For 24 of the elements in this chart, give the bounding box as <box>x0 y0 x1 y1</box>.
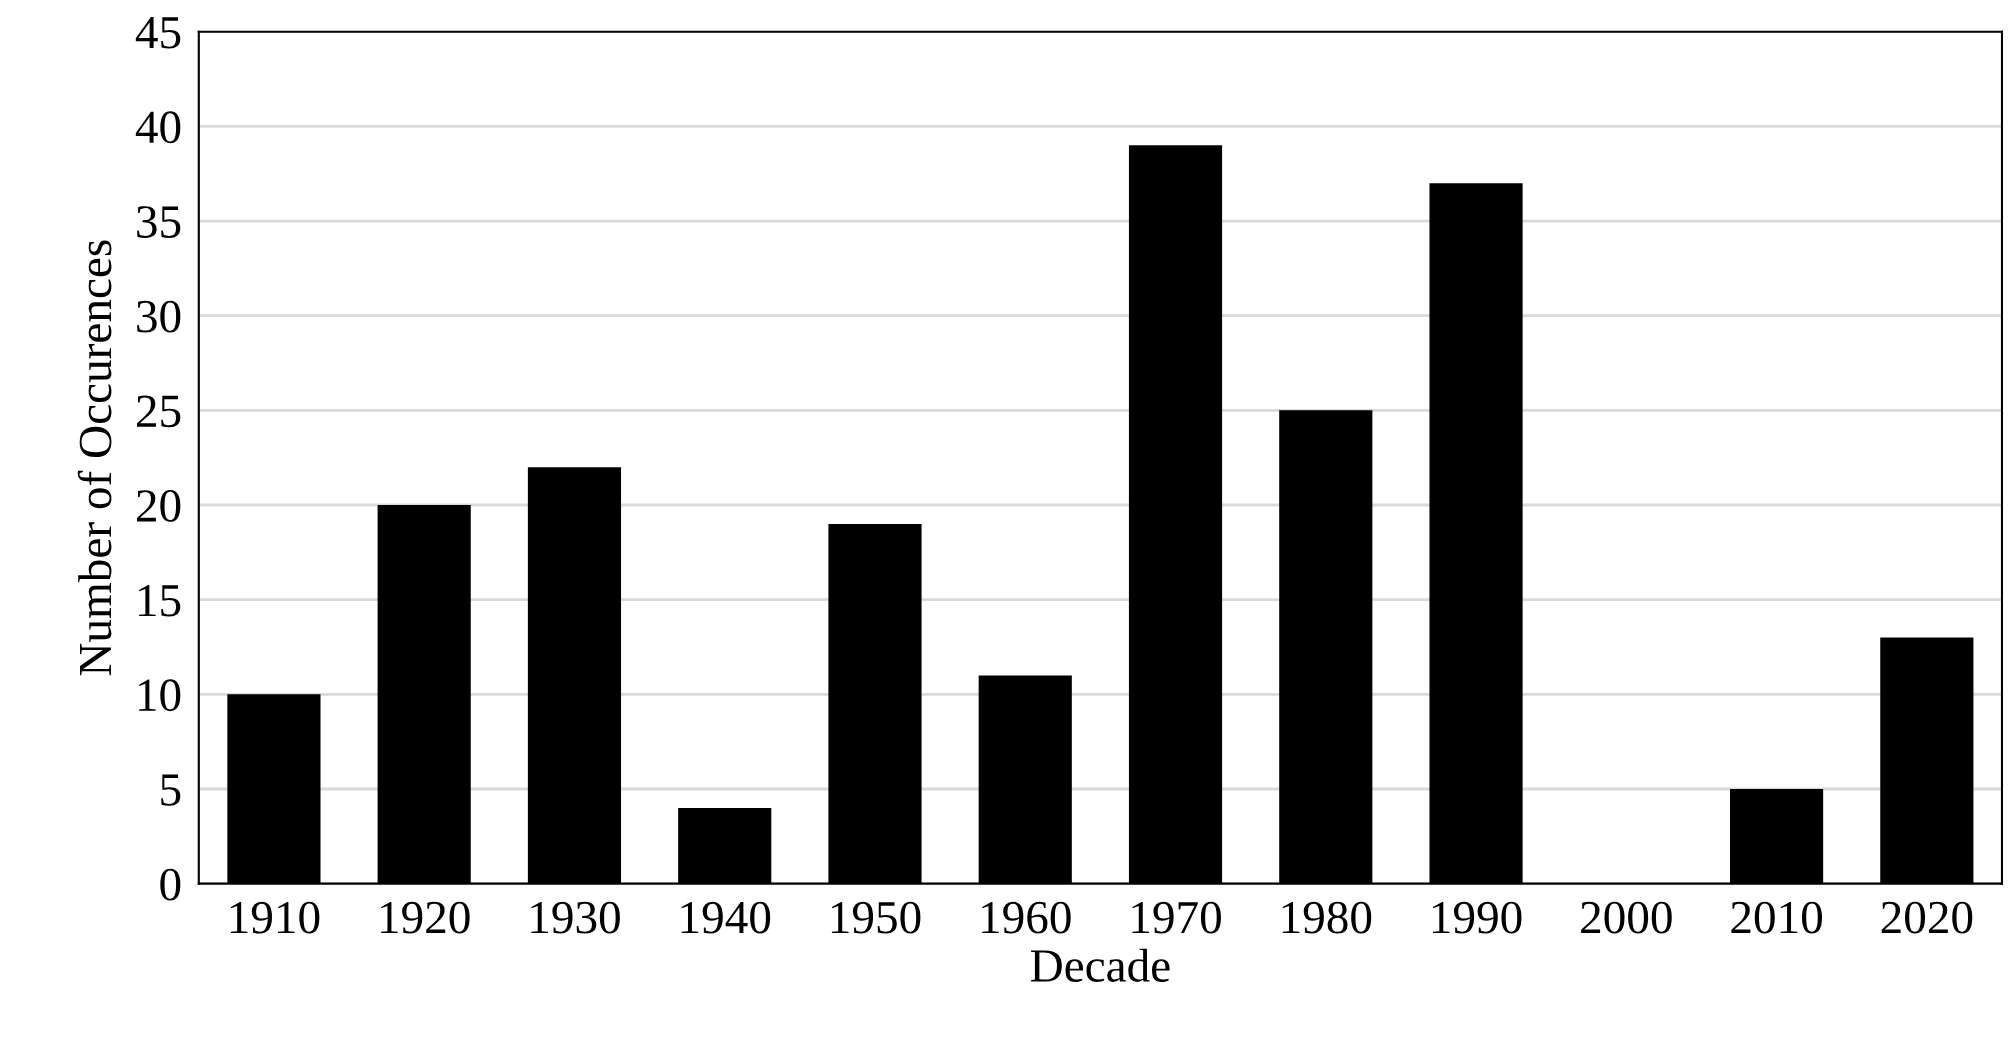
y-tick-label: 15 <box>139 584 181 617</box>
x-tick-label: 1950 <box>831 901 921 934</box>
y-tick-label: 45 <box>135 17 181 49</box>
y-axis-title: Number of Occurences <box>77 240 112 676</box>
x-tick-label: 2010 <box>1731 901 1822 934</box>
x-axis-title: Decade <box>1030 948 1170 982</box>
x-tick-label: 1990 <box>1432 901 1522 934</box>
y-tick-label: 35 <box>137 206 181 238</box>
x-tick-label: 2000 <box>1581 901 1672 934</box>
x-tick-label: 2020 <box>1881 901 1973 934</box>
y-tick-label: 0 <box>160 868 181 901</box>
y-tick-label: 25 <box>136 395 181 428</box>
x-tick-label: 1970 <box>1132 901 1221 934</box>
x-tick-label: 1940 <box>681 901 771 934</box>
y-tick-label: 5 <box>161 774 181 806</box>
x-tick-label: 1960 <box>982 901 1071 934</box>
x-tick-label: 1980 <box>1282 901 1372 934</box>
x-tick-label: 1920 <box>381 901 470 934</box>
y-tick-label: 10 <box>139 679 181 712</box>
x-tick-label: 1910 <box>230 901 320 934</box>
y-tick-label: 40 <box>135 111 181 144</box>
y-tick-label: 20 <box>136 489 181 522</box>
x-tick-label: 1930 <box>531 901 620 934</box>
y-tick-label: 30 <box>137 300 181 333</box>
